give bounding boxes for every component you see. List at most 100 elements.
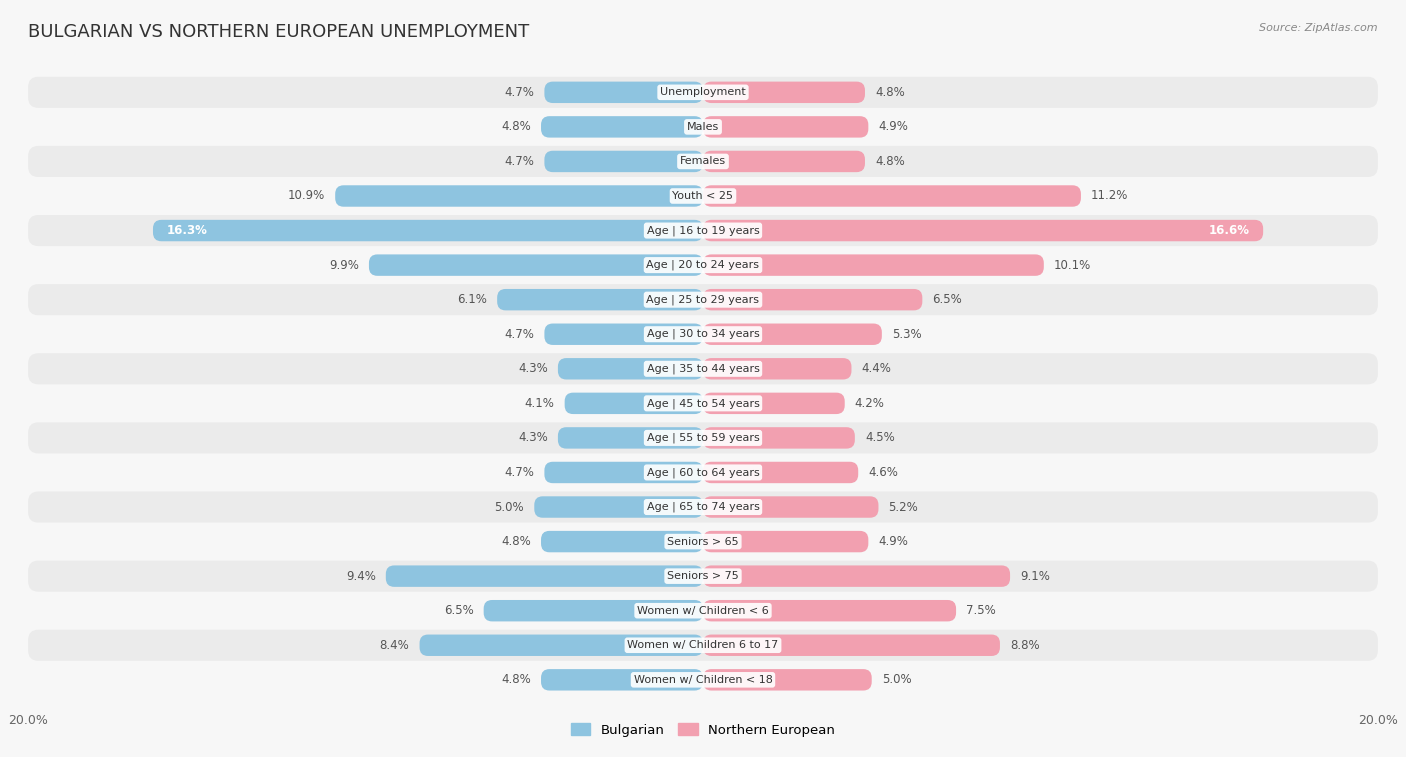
Text: 5.2%: 5.2%: [889, 500, 918, 513]
Text: Women w/ Children < 18: Women w/ Children < 18: [634, 674, 772, 685]
Text: Youth < 25: Youth < 25: [672, 191, 734, 201]
FancyBboxPatch shape: [544, 323, 703, 345]
Text: 4.8%: 4.8%: [875, 86, 905, 99]
Text: Females: Females: [681, 157, 725, 167]
Text: 4.7%: 4.7%: [505, 328, 534, 341]
Text: 4.7%: 4.7%: [505, 86, 534, 99]
FancyBboxPatch shape: [703, 358, 852, 379]
FancyBboxPatch shape: [544, 462, 703, 483]
FancyBboxPatch shape: [28, 215, 1378, 246]
Text: Age | 65 to 74 years: Age | 65 to 74 years: [647, 502, 759, 512]
Text: Age | 20 to 24 years: Age | 20 to 24 years: [647, 260, 759, 270]
FancyBboxPatch shape: [28, 630, 1378, 661]
Text: 9.9%: 9.9%: [329, 259, 359, 272]
FancyBboxPatch shape: [385, 565, 703, 587]
FancyBboxPatch shape: [544, 82, 703, 103]
Text: Unemployment: Unemployment: [661, 87, 745, 98]
Text: 4.2%: 4.2%: [855, 397, 884, 410]
Text: 4.8%: 4.8%: [875, 155, 905, 168]
FancyBboxPatch shape: [565, 393, 703, 414]
FancyBboxPatch shape: [703, 600, 956, 621]
Text: 4.7%: 4.7%: [505, 155, 534, 168]
Text: 4.3%: 4.3%: [517, 363, 548, 375]
Text: Age | 35 to 44 years: Age | 35 to 44 years: [647, 363, 759, 374]
Text: Seniors > 75: Seniors > 75: [666, 571, 740, 581]
FancyBboxPatch shape: [28, 491, 1378, 522]
Text: Males: Males: [688, 122, 718, 132]
FancyBboxPatch shape: [703, 531, 869, 553]
Text: 5.0%: 5.0%: [882, 673, 911, 687]
Text: 4.9%: 4.9%: [879, 535, 908, 548]
FancyBboxPatch shape: [28, 388, 1378, 419]
FancyBboxPatch shape: [498, 289, 703, 310]
Text: 4.4%: 4.4%: [862, 363, 891, 375]
FancyBboxPatch shape: [703, 82, 865, 103]
FancyBboxPatch shape: [335, 185, 703, 207]
Text: Age | 55 to 59 years: Age | 55 to 59 years: [647, 433, 759, 443]
Text: Age | 25 to 29 years: Age | 25 to 29 years: [647, 294, 759, 305]
FancyBboxPatch shape: [558, 358, 703, 379]
Text: 7.5%: 7.5%: [966, 604, 995, 617]
FancyBboxPatch shape: [703, 634, 1000, 656]
Text: 6.5%: 6.5%: [444, 604, 474, 617]
Text: 16.3%: 16.3%: [166, 224, 207, 237]
FancyBboxPatch shape: [703, 497, 879, 518]
FancyBboxPatch shape: [703, 323, 882, 345]
FancyBboxPatch shape: [28, 354, 1378, 385]
Text: 9.4%: 9.4%: [346, 570, 375, 583]
FancyBboxPatch shape: [703, 462, 858, 483]
FancyBboxPatch shape: [541, 116, 703, 138]
Text: 4.8%: 4.8%: [501, 120, 531, 133]
FancyBboxPatch shape: [703, 185, 1081, 207]
FancyBboxPatch shape: [28, 180, 1378, 211]
Text: 6.5%: 6.5%: [932, 293, 962, 306]
FancyBboxPatch shape: [28, 561, 1378, 592]
FancyBboxPatch shape: [558, 427, 703, 449]
FancyBboxPatch shape: [28, 526, 1378, 557]
Legend: Bulgarian, Northern European: Bulgarian, Northern European: [565, 718, 841, 742]
Text: 4.8%: 4.8%: [501, 535, 531, 548]
Text: Seniors > 65: Seniors > 65: [668, 537, 738, 547]
Text: 5.0%: 5.0%: [495, 500, 524, 513]
FancyBboxPatch shape: [28, 284, 1378, 315]
FancyBboxPatch shape: [703, 669, 872, 690]
Text: 4.5%: 4.5%: [865, 431, 894, 444]
FancyBboxPatch shape: [28, 146, 1378, 177]
Text: Women w/ Children 6 to 17: Women w/ Children 6 to 17: [627, 640, 779, 650]
Text: 10.9%: 10.9%: [288, 189, 325, 202]
Text: 4.9%: 4.9%: [879, 120, 908, 133]
FancyBboxPatch shape: [28, 250, 1378, 281]
Text: Source: ZipAtlas.com: Source: ZipAtlas.com: [1260, 23, 1378, 33]
FancyBboxPatch shape: [28, 665, 1378, 696]
FancyBboxPatch shape: [28, 111, 1378, 142]
FancyBboxPatch shape: [28, 457, 1378, 488]
FancyBboxPatch shape: [484, 600, 703, 621]
Text: 11.2%: 11.2%: [1091, 189, 1129, 202]
FancyBboxPatch shape: [544, 151, 703, 172]
Text: 4.8%: 4.8%: [501, 673, 531, 687]
Text: 4.1%: 4.1%: [524, 397, 554, 410]
FancyBboxPatch shape: [703, 220, 1263, 241]
FancyBboxPatch shape: [703, 565, 1010, 587]
Text: Age | 16 to 19 years: Age | 16 to 19 years: [647, 226, 759, 236]
FancyBboxPatch shape: [703, 393, 845, 414]
FancyBboxPatch shape: [703, 289, 922, 310]
Text: 16.6%: 16.6%: [1209, 224, 1250, 237]
Text: 4.6%: 4.6%: [869, 466, 898, 479]
Text: Age | 45 to 54 years: Age | 45 to 54 years: [647, 398, 759, 409]
Text: 9.1%: 9.1%: [1021, 570, 1050, 583]
FancyBboxPatch shape: [368, 254, 703, 276]
FancyBboxPatch shape: [153, 220, 703, 241]
FancyBboxPatch shape: [703, 116, 869, 138]
FancyBboxPatch shape: [703, 254, 1043, 276]
FancyBboxPatch shape: [703, 151, 865, 172]
FancyBboxPatch shape: [419, 634, 703, 656]
FancyBboxPatch shape: [28, 76, 1378, 107]
Text: 4.7%: 4.7%: [505, 466, 534, 479]
FancyBboxPatch shape: [541, 531, 703, 553]
FancyBboxPatch shape: [541, 669, 703, 690]
Text: 4.3%: 4.3%: [517, 431, 548, 444]
FancyBboxPatch shape: [28, 319, 1378, 350]
FancyBboxPatch shape: [703, 427, 855, 449]
Text: 6.1%: 6.1%: [457, 293, 486, 306]
